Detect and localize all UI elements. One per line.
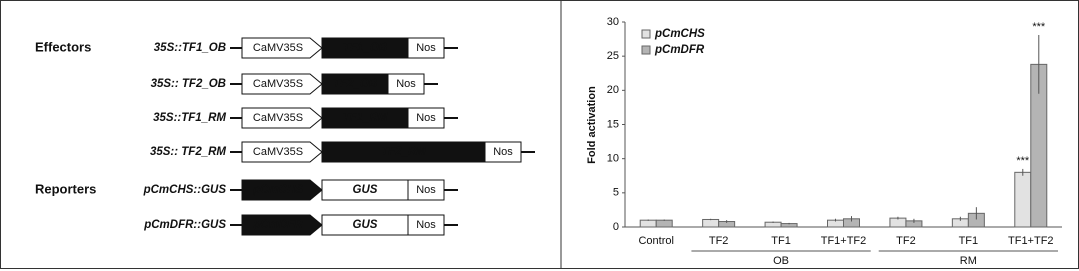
gene-label: TF1_RM: [343, 112, 388, 124]
terminator-label: Nos: [416, 184, 436, 196]
bar: [764, 221, 782, 228]
x-tick-label: TF1: [771, 235, 791, 247]
x-tick-label: Control: [638, 235, 673, 247]
promoter-label: pCmCHS: [252, 184, 303, 196]
group-label: OB: [773, 255, 789, 267]
terminator-label: Nos: [416, 112, 436, 124]
y-tick-label: 5: [613, 187, 619, 199]
section-title: Effectors: [35, 39, 91, 54]
promoter-label: pCmDFR: [252, 219, 303, 231]
y-axis-label: Fold activation: [586, 86, 598, 164]
bar: [655, 219, 673, 228]
construct-label: pCmCHS::GUS: [143, 184, 227, 196]
bar: [639, 219, 657, 228]
promoter: [241, 214, 323, 236]
gene-label: GUS: [353, 219, 378, 231]
promoter: [241, 141, 323, 163]
gene-label: GUS: [353, 184, 378, 196]
legend-label: pCmDFR: [654, 44, 705, 56]
promoter-label: CaMV35S: [253, 42, 303, 54]
construct-label: 35S::TF1_RM: [153, 112, 226, 124]
legend-swatch: [641, 29, 651, 39]
x-tick-label: TF1: [959, 235, 979, 247]
x-tick-label: TF2: [709, 235, 729, 247]
promoter: [241, 73, 323, 95]
legend-swatch: [641, 45, 651, 55]
promoter-label: CaMV35S: [253, 146, 303, 158]
promoter-label: CaMV35S: [253, 112, 303, 124]
gene-label: TF2_RM: [381, 146, 426, 158]
y-tick-label: 25: [607, 50, 619, 62]
significance: ***: [1032, 21, 1046, 33]
promoter: [241, 37, 323, 59]
significance: ***: [1016, 155, 1030, 167]
terminator-label: Nos: [493, 146, 513, 158]
construct-label: 35S::TF1_OB: [154, 42, 226, 54]
gene-label: TF2_OB: [333, 78, 377, 90]
y-tick-label: 15: [607, 118, 619, 130]
gene-label: TF1_OB: [343, 42, 387, 54]
x-tick-label: TF1+TF2: [821, 235, 867, 247]
construct-label: pCmDFR::GUS: [143, 219, 226, 231]
promoter-label: CaMV35S: [253, 78, 303, 90]
y-tick-label: 10: [607, 153, 619, 165]
promoter: [241, 107, 323, 129]
y-tick-label: 20: [607, 84, 619, 96]
bar: [1014, 171, 1032, 228]
construct-label: 35S:: TF2_OB: [151, 78, 226, 90]
construct-label: 35S:: TF2_RM: [150, 146, 226, 158]
x-tick-label: TF1+TF2: [1008, 235, 1054, 247]
legend-label: pCmCHS: [654, 28, 705, 40]
terminator-label: Nos: [396, 78, 416, 90]
bar: [702, 218, 720, 228]
terminator-label: Nos: [416, 219, 436, 231]
y-tick-label: 30: [607, 16, 619, 28]
section-title: Reporters: [35, 181, 96, 196]
terminator-label: Nos: [416, 42, 436, 54]
group-label: RM: [960, 255, 977, 267]
y-tick-label: 0: [613, 221, 619, 233]
promoter: [241, 179, 323, 201]
x-tick-label: TF2: [896, 235, 916, 247]
